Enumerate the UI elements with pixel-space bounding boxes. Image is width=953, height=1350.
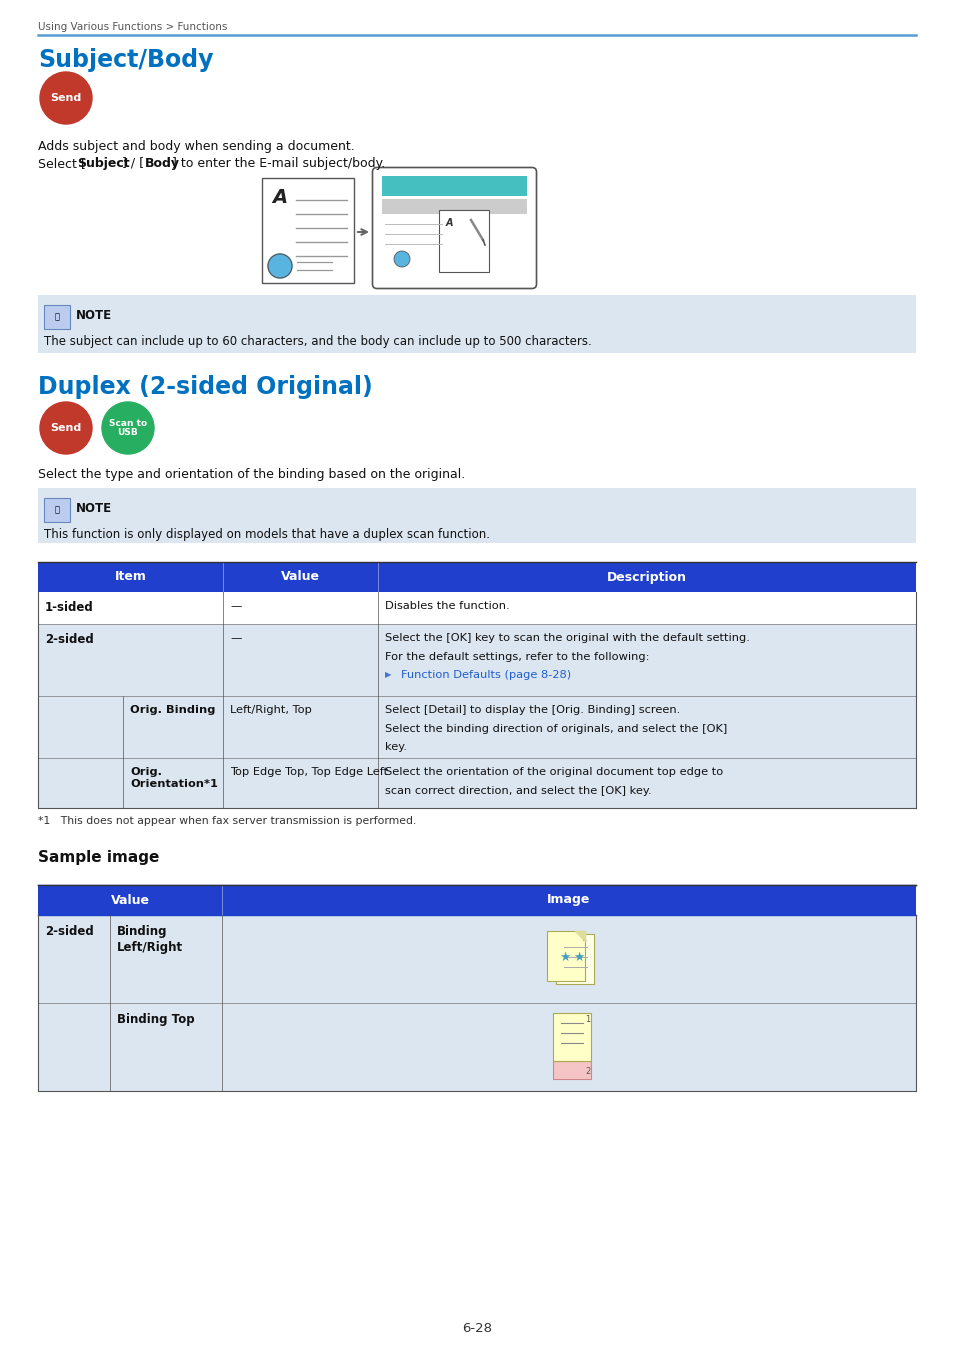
Text: 2-sided: 2-sided: [45, 633, 93, 647]
Text: Subject/Body: Subject/Body: [38, 49, 213, 72]
Text: Value: Value: [111, 894, 150, 906]
FancyBboxPatch shape: [44, 305, 70, 329]
Text: Top Edge Top, Top Edge Left: Top Edge Top, Top Edge Left: [230, 767, 388, 778]
Text: Select the type and orientation of the binding based on the original.: Select the type and orientation of the b…: [38, 468, 465, 481]
Text: Function Defaults (page 8-28): Function Defaults (page 8-28): [400, 670, 571, 680]
Text: 2: 2: [584, 1068, 590, 1076]
Text: Adds subject and body when sending a document.: Adds subject and body when sending a doc…: [38, 140, 355, 153]
FancyBboxPatch shape: [38, 886, 915, 915]
FancyBboxPatch shape: [381, 176, 526, 196]
FancyBboxPatch shape: [438, 211, 489, 271]
Text: 🔑: 🔑: [54, 505, 59, 514]
Text: 6-28: 6-28: [461, 1322, 492, 1335]
Text: Item: Item: [114, 571, 146, 583]
FancyBboxPatch shape: [44, 498, 70, 522]
Text: ] / [: ] / [: [121, 157, 144, 170]
Text: 1-sided: 1-sided: [45, 601, 93, 614]
FancyBboxPatch shape: [38, 593, 915, 624]
FancyBboxPatch shape: [38, 915, 915, 1003]
FancyBboxPatch shape: [38, 697, 915, 757]
FancyBboxPatch shape: [553, 1012, 590, 1061]
Text: Image: Image: [547, 894, 590, 906]
FancyBboxPatch shape: [262, 178, 354, 284]
Text: A: A: [272, 188, 287, 207]
Text: This function is only displayed on models that have a duplex scan function.: This function is only displayed on model…: [44, 528, 490, 541]
FancyBboxPatch shape: [38, 487, 915, 543]
Text: —: —: [230, 601, 241, 612]
Text: Subject: Subject: [77, 157, 130, 170]
Text: Binding Top: Binding Top: [117, 1012, 194, 1026]
Text: 1: 1: [580, 934, 586, 944]
Text: A: A: [446, 217, 453, 228]
Text: NOTE: NOTE: [76, 309, 112, 323]
Text: key.: key.: [385, 743, 407, 752]
Text: ★: ★: [573, 950, 583, 964]
Text: *1   This does not appear when fax server transmission is performed.: *1 This does not appear when fax server …: [38, 815, 416, 826]
Text: Binding
Left/Right: Binding Left/Right: [117, 925, 183, 954]
Text: scan correct direction, and select the [OK] key.: scan correct direction, and select the […: [385, 786, 651, 795]
FancyBboxPatch shape: [38, 757, 915, 809]
FancyBboxPatch shape: [372, 167, 536, 289]
Text: 🔑: 🔑: [54, 312, 59, 321]
Text: The subject can include up to 60 characters, and the body can include up to 500 : The subject can include up to 60 charact…: [44, 335, 591, 348]
Text: Orig.
Orientation*1: Orig. Orientation*1: [130, 767, 217, 788]
Circle shape: [40, 402, 91, 454]
Text: 1: 1: [584, 1015, 590, 1025]
Text: Send: Send: [51, 93, 82, 103]
Text: Send: Send: [51, 423, 82, 433]
FancyBboxPatch shape: [38, 1003, 915, 1091]
Text: Value: Value: [281, 571, 319, 583]
Polygon shape: [575, 931, 584, 941]
Circle shape: [102, 402, 153, 454]
Text: ★: ★: [558, 950, 570, 964]
FancyBboxPatch shape: [556, 934, 594, 984]
FancyBboxPatch shape: [546, 931, 584, 981]
Text: Select the orientation of the original document top edge to: Select the orientation of the original d…: [385, 767, 722, 778]
Text: Sample image: Sample image: [38, 850, 159, 865]
Text: Duplex (2-sided Original): Duplex (2-sided Original): [38, 375, 373, 400]
FancyBboxPatch shape: [38, 296, 915, 352]
Circle shape: [40, 72, 91, 124]
Text: Left/Right, Top: Left/Right, Top: [230, 705, 312, 716]
Circle shape: [394, 251, 410, 267]
Text: Select the binding direction of originals, and select the [OK]: Select the binding direction of original…: [385, 724, 726, 733]
FancyBboxPatch shape: [38, 624, 915, 697]
Text: Using Various Functions > Functions: Using Various Functions > Functions: [38, 22, 227, 32]
FancyBboxPatch shape: [553, 1061, 590, 1079]
Text: Select the [OK] key to scan the original with the default setting.: Select the [OK] key to scan the original…: [385, 633, 749, 643]
FancyBboxPatch shape: [381, 198, 526, 215]
FancyBboxPatch shape: [38, 562, 915, 593]
Text: Scan to
USB: Scan to USB: [109, 418, 147, 437]
Text: Select [: Select [: [38, 157, 86, 170]
Text: Body: Body: [145, 157, 180, 170]
Polygon shape: [268, 254, 292, 278]
Text: —: —: [230, 633, 241, 643]
Text: ] to enter the E-mail subject/body.: ] to enter the E-mail subject/body.: [172, 157, 385, 170]
Text: NOTE: NOTE: [76, 502, 112, 514]
Text: Select [Detail] to display the [Orig. Binding] screen.: Select [Detail] to display the [Orig. Bi…: [385, 705, 679, 716]
Text: Orig. Binding: Orig. Binding: [130, 705, 215, 716]
Text: Disables the function.: Disables the function.: [385, 601, 509, 612]
Text: ▶: ▶: [385, 670, 391, 679]
Text: For the default settings, refer to the following:: For the default settings, refer to the f…: [385, 652, 649, 662]
Text: Description: Description: [606, 571, 686, 583]
Text: 2-sided: 2-sided: [45, 925, 93, 938]
